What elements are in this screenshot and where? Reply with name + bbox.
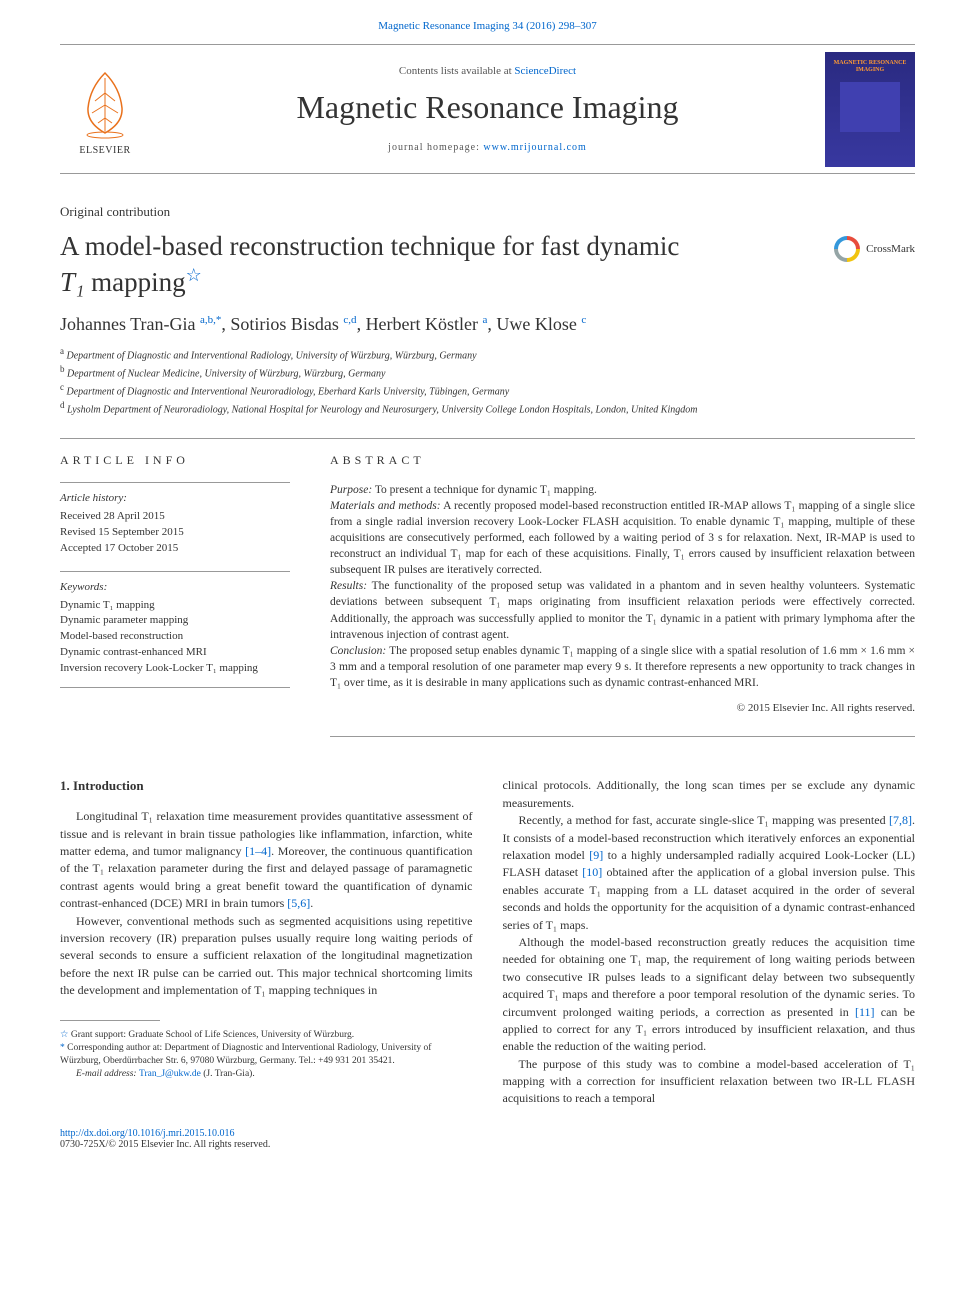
- article-info-heading: ARTICLE INFO: [60, 453, 290, 468]
- email-footnote: E-mail address: Tran_J@ukw.de (J. Tran-G…: [60, 1068, 473, 1081]
- divider-rule: [60, 438, 915, 439]
- article-type-label: Original contribution: [60, 204, 915, 220]
- affiliation-c: c Department of Diagnostic and Intervent…: [60, 381, 915, 399]
- corresponding-footnote: * Corresponding author at: Department of…: [60, 1042, 473, 1069]
- footnotes-block: ☆ Grant support: Graduate School of Life…: [60, 1029, 473, 1082]
- journal-reference: Magnetic Resonance Imaging 34 (2016) 298…: [0, 0, 975, 44]
- ref-5-6[interactable]: [5,6]: [287, 896, 310, 910]
- abstract-column: ABSTRACT Purpose: To present a technique…: [330, 453, 915, 738]
- keyword-1: Dynamic T₁ mapping: [60, 598, 290, 614]
- contents-prefix: Contents lists available at: [399, 65, 514, 77]
- title-t1: T₁: [60, 267, 84, 297]
- ref-9[interactable]: [9]: [589, 848, 603, 862]
- author-3: Herbert Köstler: [366, 314, 478, 334]
- keyword-5: Inversion recovery Look-Locker T₁ mappin…: [60, 661, 290, 677]
- ref-1-4[interactable]: [1–4]: [245, 844, 271, 858]
- homepage-prefix: journal homepage:: [388, 142, 483, 153]
- ref-7-8[interactable]: [7,8]: [889, 813, 912, 827]
- contents-available-line: Contents lists available at ScienceDirec…: [150, 65, 825, 77]
- intro-p2: However, conventional methods such as se…: [60, 913, 473, 1000]
- journal-cover-thumbnail: MAGNETIC RESONANCE IMAGING: [825, 52, 915, 167]
- author-4: Uwe Klose: [496, 314, 576, 334]
- title-line-1: A model-based reconstruction technique f…: [60, 231, 679, 261]
- intro-heading: 1. Introduction: [60, 777, 473, 796]
- keyword-2: Dynamic parameter mapping: [60, 613, 290, 629]
- journal-title: Magnetic Resonance Imaging: [150, 89, 825, 126]
- crossmark-icon: [834, 236, 860, 262]
- cover-image-placeholder: [840, 82, 900, 132]
- affiliation-d: d Lysholm Department of Neuroradiology, …: [60, 399, 915, 417]
- author-1-affil: a,b,*: [200, 314, 221, 326]
- history-accepted: Accepted 17 October 2015: [60, 541, 290, 557]
- sciencedirect-link[interactable]: ScienceDirect: [514, 65, 576, 77]
- right-p4: The purpose of this study was to combine…: [503, 1056, 916, 1108]
- crossmark-label: CrossMark: [866, 243, 915, 255]
- materials-label: Materials and methods:: [330, 500, 441, 512]
- article-title: A model-based reconstruction technique f…: [60, 230, 834, 300]
- publisher-name: ELSEVIER: [79, 145, 130, 156]
- homepage-link[interactable]: www.mrijournal.com: [483, 142, 586, 153]
- header-bar: ELSEVIER Contents lists available at Sci…: [60, 44, 915, 174]
- purpose-label: Purpose:: [330, 484, 372, 496]
- body-left-column: 1. Introduction Longitudinal T₁ relaxati…: [60, 777, 473, 1107]
- elsevier-tree-icon: [70, 63, 140, 143]
- page-footer: http://dx.doi.org/10.1016/j.mri.2015.10.…: [60, 1128, 915, 1150]
- title-star-icon: ☆: [186, 265, 202, 285]
- ref-11[interactable]: [11]: [855, 1005, 875, 1019]
- conclusion-text: The proposed setup enables dynamic T₁ ma…: [330, 645, 915, 689]
- grant-footnote: ☆ Grant support: Graduate School of Life…: [60, 1029, 473, 1042]
- keywords-block: Keywords: Dynamic T₁ mapping Dynamic par…: [60, 571, 290, 689]
- results-label: Results:: [330, 580, 367, 592]
- article-history-block: Article history: Received 28 April 2015 …: [60, 482, 290, 557]
- abstract-body: Purpose: To present a technique for dyna…: [330, 482, 915, 717]
- author-4-affil: c: [581, 314, 586, 326]
- abstract-copyright: © 2015 Elsevier Inc. All rights reserved…: [330, 701, 915, 716]
- authors-list: Johannes Tran-Gia a,b,*, Sotirios Bisdas…: [60, 314, 915, 335]
- abstract-bottom-rule: [330, 736, 915, 737]
- affiliation-b: b Department of Nuclear Medicine, Univer…: [60, 363, 915, 381]
- issn-copyright: 0730-725X/© 2015 Elsevier Inc. All right…: [60, 1139, 915, 1150]
- conclusion-label: Conclusion:: [330, 645, 386, 657]
- title-line-2-post: mapping: [84, 267, 185, 297]
- affiliation-a: a Department of Diagnostic and Intervent…: [60, 345, 915, 363]
- history-revised: Revised 15 September 2015: [60, 525, 290, 541]
- keywords-label: Keywords:: [60, 580, 290, 596]
- keyword-3: Model-based reconstruction: [60, 629, 290, 645]
- journal-homepage-line: journal homepage: www.mrijournal.com: [150, 142, 825, 153]
- history-label: Article history:: [60, 491, 290, 507]
- purpose-text: To present a technique for dynamic T₁ ma…: [372, 484, 597, 496]
- author-1: Johannes Tran-Gia: [60, 314, 196, 334]
- crossmark-badge[interactable]: CrossMark: [834, 236, 915, 262]
- author-2: Sotirios Bisdas: [230, 314, 339, 334]
- results-text: The functionality of the proposed setup …: [330, 580, 915, 640]
- intro-p1: Longitudinal T₁ relaxation time measurem…: [60, 808, 473, 912]
- header-center: Contents lists available at ScienceDirec…: [150, 65, 825, 153]
- footnote-separator: [60, 1020, 160, 1021]
- email-link[interactable]: Tran_J@ukw.de: [139, 1069, 201, 1079]
- affiliations-block: a Department of Diagnostic and Intervent…: [60, 345, 915, 418]
- history-received: Received 28 April 2015: [60, 509, 290, 525]
- keyword-4: Dynamic contrast-enhanced MRI: [60, 645, 290, 661]
- abstract-heading: ABSTRACT: [330, 453, 915, 468]
- publisher-logo: ELSEVIER: [60, 63, 150, 156]
- body-right-column: clinical protocols. Additionally, the lo…: [503, 777, 916, 1107]
- right-p1: clinical protocols. Additionally, the lo…: [503, 777, 916, 812]
- author-3-affil: a: [483, 314, 488, 326]
- ref-10[interactable]: [10]: [582, 865, 602, 879]
- right-p3: Although the model-based reconstruction …: [503, 934, 916, 1056]
- article-info-column: ARTICLE INFO Article history: Received 2…: [60, 453, 290, 738]
- author-2-affil: c,d: [343, 314, 356, 326]
- cover-title: MAGNETIC RESONANCE IMAGING: [825, 60, 915, 74]
- doi-link[interactable]: http://dx.doi.org/10.1016/j.mri.2015.10.…: [60, 1128, 235, 1139]
- right-p2: Recently, a method for fast, accurate si…: [503, 812, 916, 934]
